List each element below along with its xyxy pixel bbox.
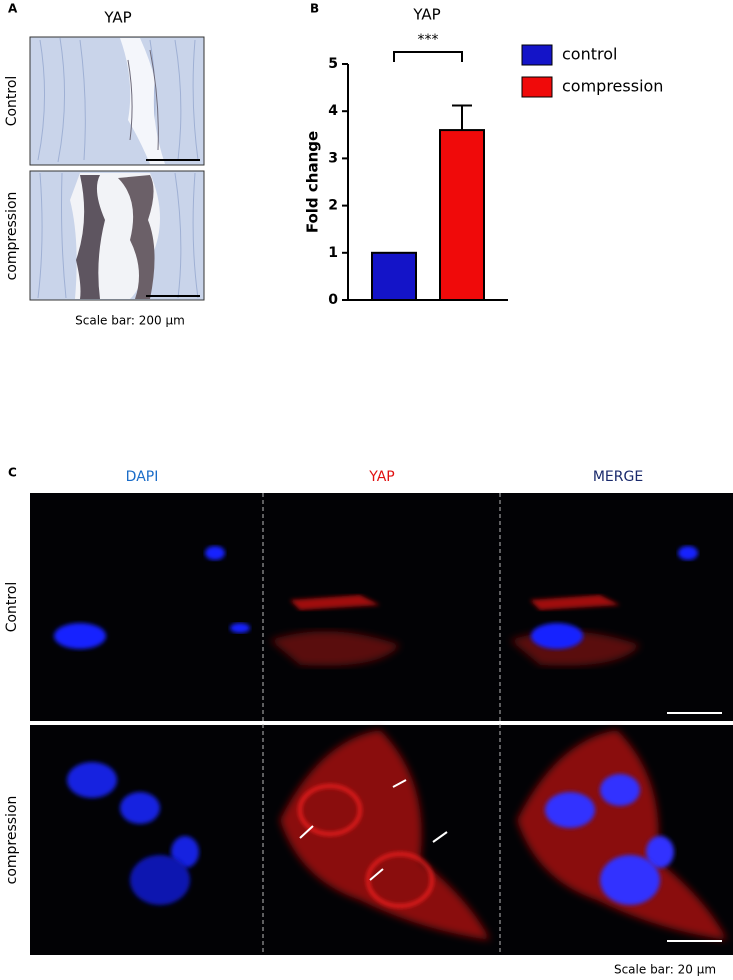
panel-label: A <box>8 2 18 16</box>
bar <box>439 129 485 301</box>
legend-label: compression <box>562 77 663 96</box>
scale-bar-label: Scale bar: 200 µm <box>75 314 185 328</box>
chart-title: YAP <box>412 6 440 24</box>
histology-control <box>29 36 205 166</box>
scale-bar-label: Scale bar: 20 µm <box>614 963 716 977</box>
y-axis-label: Fold change <box>304 131 322 233</box>
row-label: compression <box>4 192 20 281</box>
row-label: Control <box>4 76 20 127</box>
fluorescence-images <box>30 493 733 955</box>
row-label: compression <box>4 796 20 885</box>
legend-swatch <box>521 44 553 66</box>
y-tick-label: 4 <box>328 103 338 119</box>
legend-label: control <box>562 45 617 64</box>
column-label: DAPI <box>126 469 159 485</box>
bar <box>371 251 417 302</box>
panel-label: C <box>8 466 17 480</box>
legend-swatch <box>521 76 553 98</box>
panel-title: YAP <box>103 9 131 27</box>
error-bar <box>452 104 472 131</box>
bar-chart: B YAP Fold change 0 1 2 3 4 5 control compression *… <box>304 2 664 309</box>
panel-label: B <box>310 2 319 16</box>
y-tick-label: 5 <box>328 56 338 72</box>
y-tick-label: 3 <box>328 150 338 166</box>
significance-bracket <box>393 51 463 62</box>
histology-compression <box>29 170 205 301</box>
column-label: MERGE <box>593 469 643 485</box>
y-tick-label: 1 <box>328 245 338 261</box>
column-label: YAP <box>368 469 394 485</box>
y-tick-label: 2 <box>328 198 338 214</box>
y-tick-label: 0 <box>328 292 338 308</box>
significance-label: *** <box>418 32 439 48</box>
row-label: Control <box>4 582 20 633</box>
